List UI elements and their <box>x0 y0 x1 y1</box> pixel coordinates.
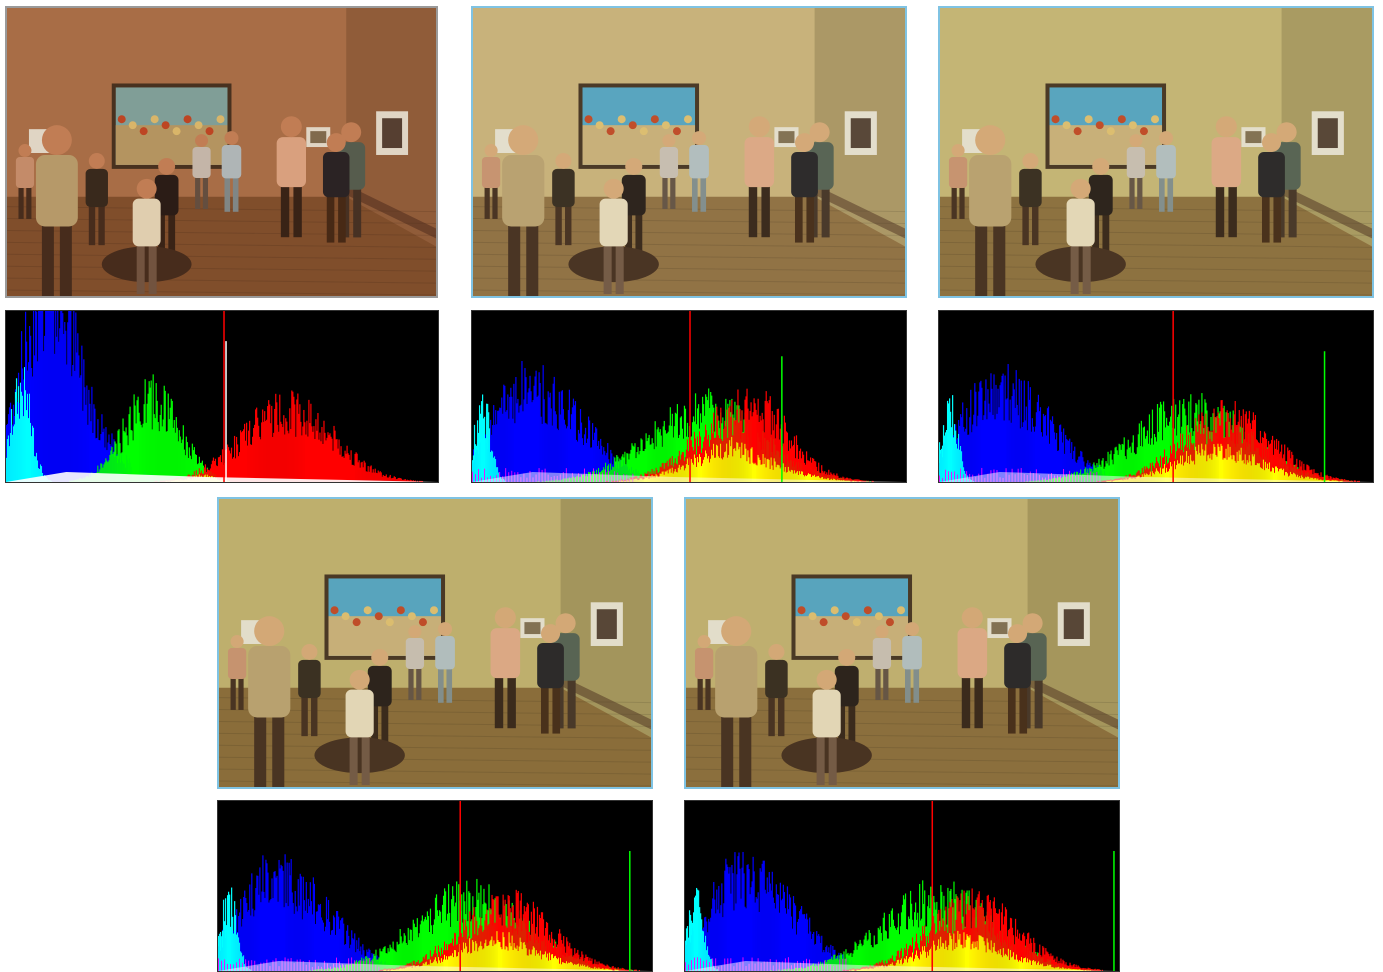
color-histogram-corrected-3 <box>217 800 653 972</box>
gallery-scene <box>473 8 905 296</box>
histogram-baseline <box>6 471 438 482</box>
gallery-scene <box>940 8 1372 296</box>
gallery-scene <box>686 499 1118 787</box>
color-histogram-corrected-4 <box>684 800 1120 972</box>
color-histogram-corrected-2 <box>938 310 1374 483</box>
gallery-scene <box>7 8 436 296</box>
gallery-photo-corrected-3 <box>217 497 653 789</box>
color-histogram-original <box>5 310 439 483</box>
gallery-photo-original <box>5 6 438 298</box>
gallery-scene <box>219 499 651 787</box>
gallery-photo-corrected-4 <box>684 497 1120 789</box>
gallery-photo-corrected-1 <box>471 6 907 298</box>
gallery-photo-corrected-2 <box>938 6 1374 298</box>
color-histogram-corrected-1 <box>471 310 907 483</box>
histogram-baseline <box>218 961 652 971</box>
histogram-baseline <box>939 471 1373 482</box>
histogram-baseline <box>472 471 906 482</box>
